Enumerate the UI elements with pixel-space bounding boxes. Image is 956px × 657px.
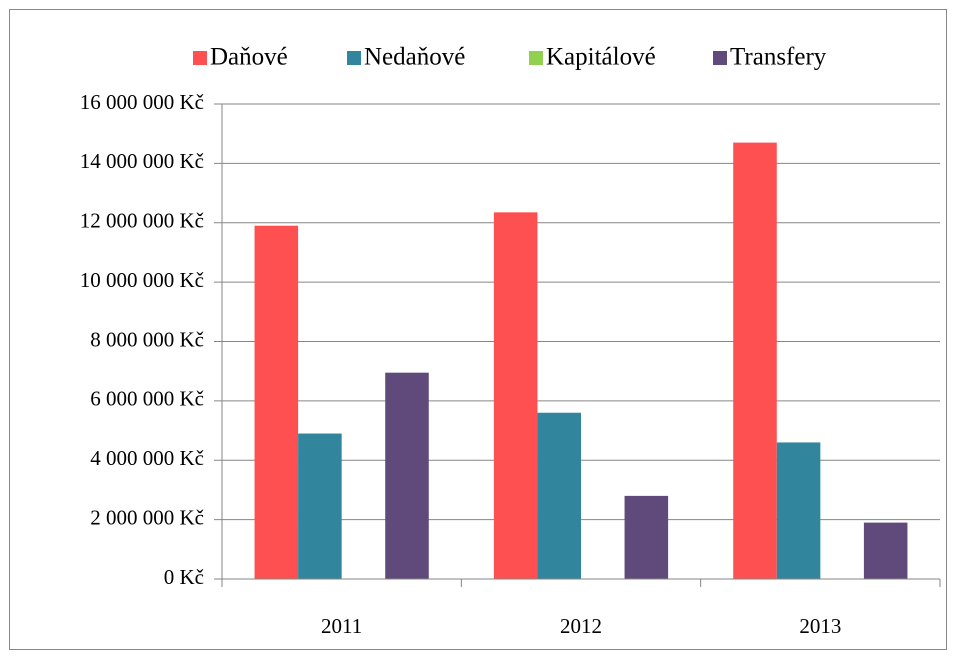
y-tick-label: 12 000 000 Kč [80, 209, 204, 233]
bar [624, 495, 669, 579]
x-tick-label: 2013 [799, 614, 841, 638]
bar [493, 212, 538, 579]
bar [254, 225, 299, 579]
y-tick-label: 2 000 000 Kč [90, 505, 204, 529]
legend-swatch [347, 51, 361, 65]
y-tick-label: 14 000 000 Kč [80, 149, 204, 173]
x-tick-label: 2012 [560, 614, 602, 638]
bar [385, 372, 429, 579]
legend-swatch [529, 51, 543, 65]
y-tick-label: 10 000 000 Kč [80, 268, 204, 292]
y-tick-label: 4 000 000 Kč [90, 446, 204, 470]
y-tick-label: 0 Kč [164, 565, 204, 589]
y-tick-label: 16 000 000 Kč [80, 90, 204, 114]
x-tick-label: 2011 [321, 614, 362, 638]
legend-label: Nedaňové [364, 44, 465, 71]
legend-label: Daňové [210, 44, 288, 71]
bar [298, 433, 342, 579]
legend-label: Kapitálové [546, 44, 656, 71]
y-tick-label: 6 000 000 Kč [90, 387, 204, 411]
bar [776, 442, 821, 579]
legend-swatch [713, 51, 727, 65]
bar [733, 142, 777, 579]
bar [537, 412, 581, 579]
legend-label: Transfery [730, 44, 827, 71]
bar [863, 522, 908, 579]
y-tick-label: 8 000 000 Kč [90, 327, 204, 351]
legend-swatch [193, 51, 207, 65]
